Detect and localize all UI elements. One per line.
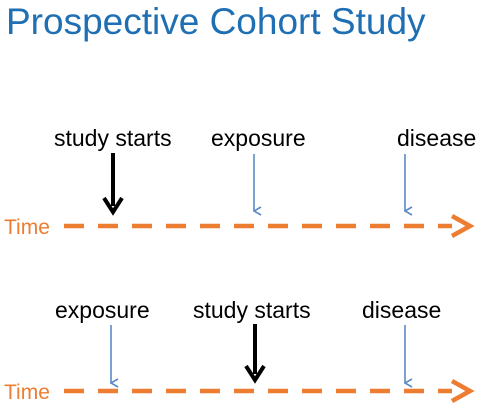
thick-down-arrow (244, 324, 266, 384)
event-label-disease: disease (397, 125, 476, 151)
page-title: Prospective Cohort Study (6, 1, 426, 42)
event-label-study-starts: study starts (193, 297, 311, 323)
event-label-study-starts: study starts (54, 125, 172, 151)
time-axis-arrowhead (450, 379, 475, 403)
event-label-exposure: exposure (211, 125, 306, 151)
time-label: Time (4, 216, 50, 239)
event-label-exposure: exposure (55, 297, 150, 323)
timeline-2: Time exposure study starts disease (4, 297, 475, 404)
time-axis-arrowhead (450, 214, 475, 238)
time-label: Time (4, 381, 50, 404)
thick-down-arrow (102, 153, 124, 216)
event-label-disease: disease (362, 297, 441, 323)
timeline-1: Time study starts exposure disease (4, 125, 476, 239)
